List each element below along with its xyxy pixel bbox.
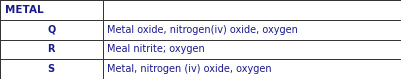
Bar — [102, 59, 401, 79]
Bar — [102, 40, 401, 59]
Text: R: R — [47, 44, 55, 54]
Bar — [0, 59, 102, 79]
Text: Metal, nitrogen (iv) oxide, oxygen: Metal, nitrogen (iv) oxide, oxygen — [107, 64, 271, 74]
Text: METAL: METAL — [5, 5, 43, 15]
Bar — [0, 20, 102, 40]
Bar — [0, 40, 102, 59]
Bar — [102, 20, 401, 40]
Text: Q: Q — [47, 25, 55, 35]
Text: Metal oxide, nitrogen(iv) oxide, oxygen: Metal oxide, nitrogen(iv) oxide, oxygen — [107, 25, 298, 35]
Text: Meal nitrite; oxygen: Meal nitrite; oxygen — [107, 44, 205, 54]
Text: S: S — [48, 64, 55, 74]
Bar — [0, 0, 102, 20]
Bar — [102, 0, 401, 20]
